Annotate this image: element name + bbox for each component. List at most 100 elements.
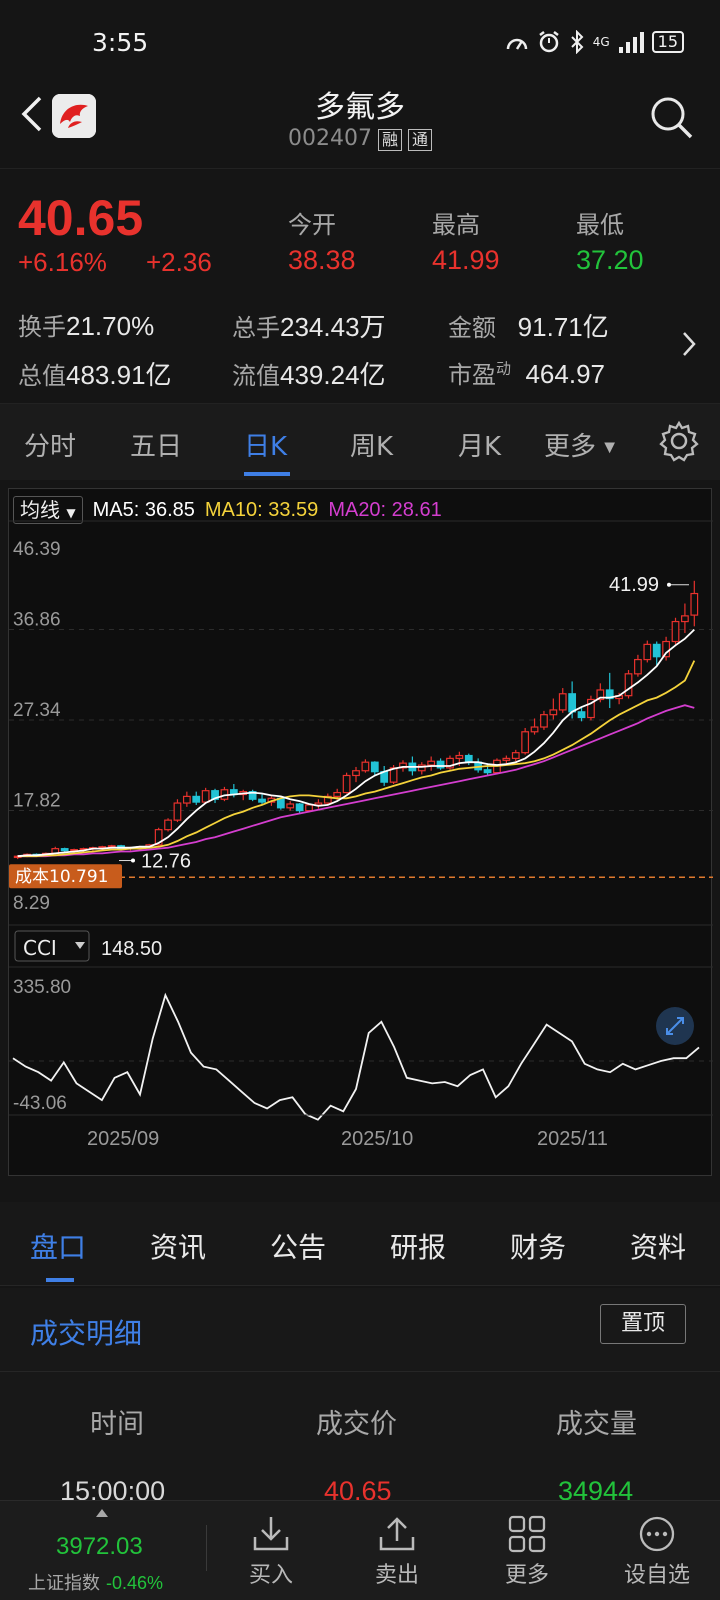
candle-body bbox=[605, 689, 614, 700]
candle-body bbox=[643, 643, 652, 661]
x-tick-label: 2025/11 bbox=[537, 1128, 608, 1150]
table-row: 15:00:00 40.65 34944 bbox=[0, 1456, 720, 1506]
candle-body bbox=[446, 757, 454, 769]
y-tick-label: 8.29 bbox=[13, 893, 50, 914]
tab-announcements[interactable]: 公告 bbox=[270, 1231, 327, 1264]
cost-label: 成本10.791 bbox=[15, 867, 108, 887]
x-tick-label: 2025/09 bbox=[87, 1128, 159, 1150]
cost-badge bbox=[9, 864, 122, 889]
ma-indicator-bar: 均线 ▼ MA5: 36.85 MA10: 33.59 MA20: 28.61 bbox=[13, 495, 442, 525]
stock-header: 多氟多 002407 融通 bbox=[0, 80, 720, 168]
alarm-icon bbox=[538, 31, 559, 53]
candle-body bbox=[587, 698, 595, 719]
quote-panel: 40.65 +6.16% +2.36 今开 38.38 最高 41.99 最低 … bbox=[0, 168, 720, 404]
tab-orderbook[interactable]: 盘口 bbox=[30, 1231, 87, 1264]
pin-top-button[interactable]: 置顶 bbox=[600, 1304, 686, 1344]
ma20-value: MA20: 28.61 bbox=[328, 498, 442, 521]
candle-body bbox=[540, 714, 548, 728]
candle-body bbox=[314, 802, 323, 806]
active-info-tab-underline bbox=[46, 1278, 74, 1282]
candle-body bbox=[568, 693, 577, 713]
candle-body bbox=[352, 770, 360, 777]
candle-body bbox=[530, 726, 539, 733]
cci-value: 148.50 bbox=[101, 938, 162, 960]
sell-button[interactable]: 卖出 bbox=[352, 1515, 442, 1589]
x-tick-label: 2025/10 bbox=[341, 1128, 413, 1150]
volume-stat: 总手234.43万 bbox=[232, 312, 386, 342]
tab-five-day[interactable]: 五日 bbox=[130, 432, 183, 462]
back-icon[interactable] bbox=[18, 94, 48, 134]
candle-body bbox=[455, 754, 464, 759]
low-value: 37.20 bbox=[576, 245, 644, 275]
bottom-navbar: 3972.03 上证指数 -0.46% 买入 卖出 更多 设自选 bbox=[0, 1500, 720, 1600]
candle-body bbox=[192, 795, 201, 803]
candle-body bbox=[154, 829, 163, 846]
tab-daily-k[interactable]: 日K bbox=[244, 432, 288, 462]
cci-bottom-label: -43.06 bbox=[13, 1093, 67, 1114]
tab-news[interactable]: 资讯 bbox=[150, 1231, 207, 1264]
kline-chart-panel[interactable]: 均线 ▼ MA5: 36.85 MA10: 33.59 MA20: 28.61 … bbox=[8, 488, 713, 1177]
speed-icon bbox=[506, 38, 527, 50]
candle-body bbox=[370, 761, 379, 773]
tab-monthly-k[interactable]: 月K bbox=[458, 432, 502, 462]
tab-more[interactable]: 更多 ▼ bbox=[544, 432, 616, 462]
cci-selector-label: CCI bbox=[23, 936, 57, 960]
tab-weekly-k[interactable]: 周K bbox=[350, 432, 394, 462]
change-abs: +2.36 bbox=[146, 247, 212, 277]
upload-icon bbox=[379, 1517, 415, 1551]
candle-body bbox=[173, 802, 182, 821]
divider bbox=[206, 1525, 207, 1571]
candle-body bbox=[549, 709, 558, 716]
mktcap-stat: 总值483.91亿 bbox=[18, 360, 172, 390]
tab-research[interactable]: 研报 bbox=[390, 1231, 447, 1264]
candle-body bbox=[323, 795, 332, 804]
battery-indicator: 15 bbox=[651, 31, 684, 53]
low-label: 最低 bbox=[576, 211, 624, 239]
caret-up-icon[interactable] bbox=[96, 1509, 108, 1517]
candle-body bbox=[671, 620, 680, 643]
pe-stat: 市盈动 464.97 bbox=[448, 359, 605, 389]
tab-profile[interactable]: 资料 bbox=[630, 1231, 687, 1264]
candle-body bbox=[342, 774, 351, 794]
candle-body bbox=[577, 711, 586, 719]
add-watchlist-button[interactable]: 设自选 bbox=[612, 1515, 702, 1589]
stock-code: 002407 bbox=[287, 126, 372, 151]
app-logo bbox=[52, 94, 96, 138]
min-price-label: 12.76 bbox=[141, 851, 191, 873]
candle-body bbox=[182, 795, 191, 804]
candle-body bbox=[502, 757, 511, 761]
float-stat: 流值439.24亿 bbox=[232, 360, 386, 390]
candle-body bbox=[427, 760, 436, 766]
index-name-line[interactable]: 上证指数 -0.46% bbox=[28, 1573, 164, 1594]
buy-button[interactable]: 买入 bbox=[226, 1515, 316, 1589]
download-icon bbox=[253, 1517, 289, 1551]
stock-name: 多氟多 bbox=[315, 90, 405, 125]
high-label: 最高 bbox=[432, 211, 480, 239]
change-pct: +6.16% bbox=[18, 247, 107, 277]
expand-icon bbox=[666, 1017, 684, 1035]
status-time: 3:55 bbox=[92, 28, 149, 57]
more-button[interactable]: 更多 bbox=[482, 1515, 572, 1589]
ma10-line bbox=[17, 660, 696, 858]
ma-selector[interactable]: 均线 ▼ bbox=[13, 496, 83, 524]
gear-icon[interactable] bbox=[658, 420, 700, 462]
high-value: 41.99 bbox=[432, 245, 500, 275]
kline-chart[interactable]: 46.39 36.86 27.34 17.82 8.29 成本10.791 41.99 12.… bbox=[9, 489, 713, 1177]
network-label: 4G bbox=[592, 35, 610, 49]
connect-tag: 通 bbox=[407, 129, 432, 151]
candle-body bbox=[361, 761, 370, 772]
col-price: 成交价 bbox=[316, 1409, 397, 1440]
candle-body bbox=[464, 754, 473, 763]
chevron-right-icon[interactable] bbox=[680, 329, 698, 359]
candle-body bbox=[286, 803, 295, 809]
index-value[interactable]: 3972.03 bbox=[56, 1533, 143, 1560]
candle-body bbox=[417, 764, 426, 772]
status-bar: 3:55 4G 15 bbox=[0, 0, 720, 80]
tab-financials[interactable]: 财务 bbox=[510, 1231, 567, 1264]
search-icon[interactable] bbox=[648, 94, 694, 140]
candle-body bbox=[164, 819, 172, 831]
tab-intraday[interactable]: 分时 bbox=[24, 432, 77, 462]
trade-detail-title: 成交明细 bbox=[30, 1317, 143, 1350]
margin-tag: 融 bbox=[377, 129, 402, 151]
y-tick-label: 46.39 bbox=[13, 539, 61, 560]
